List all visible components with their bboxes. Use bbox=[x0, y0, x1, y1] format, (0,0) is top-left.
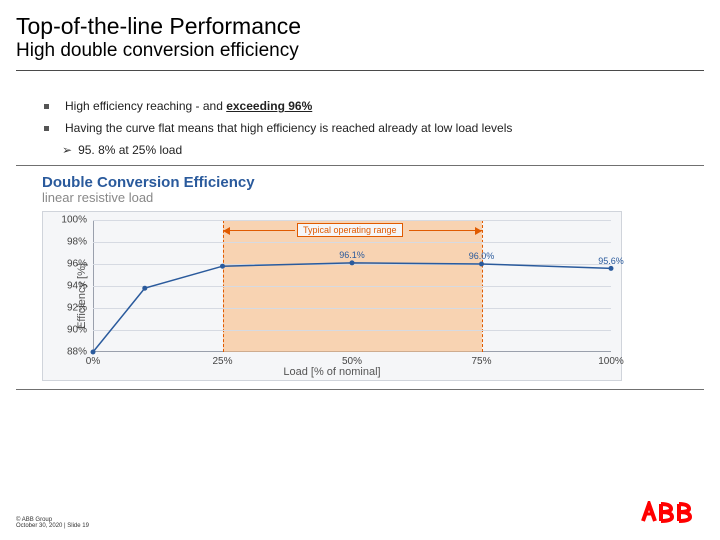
data-point-label: 95.6% bbox=[598, 256, 624, 266]
chart-title: Double Conversion Efficiency bbox=[42, 174, 678, 191]
y-tick-label: 98% bbox=[67, 237, 93, 248]
sub-list-item: ➢ 95. 8% at 25% load bbox=[62, 143, 692, 157]
efficiency-line bbox=[93, 220, 611, 352]
list-item: Having the curve flat means that high ef… bbox=[44, 121, 692, 135]
y-tick-label: 100% bbox=[61, 215, 93, 226]
list-item: High efficiency reaching - and exceeding… bbox=[44, 99, 692, 113]
efficiency-chart: Double Conversion Efficiency linear resi… bbox=[42, 174, 678, 381]
x-tick-label: 75% bbox=[471, 352, 491, 367]
bullet-text: High efficiency reaching - and bbox=[65, 99, 226, 113]
y-tick-label: 94% bbox=[67, 281, 93, 292]
copyright: © ABB Group bbox=[16, 517, 89, 524]
bullet-list: High efficiency reaching - and exceeding… bbox=[0, 71, 720, 157]
bullet-icon bbox=[44, 104, 49, 109]
plot-inner: Typical operating range88%90%92%94%96%98… bbox=[93, 220, 611, 352]
y-tick-label: 92% bbox=[67, 303, 93, 314]
data-point-label: 96.0% bbox=[469, 251, 495, 261]
bullet-icon bbox=[44, 126, 49, 131]
bullet-emphasis: exceeding 96% bbox=[226, 99, 312, 113]
x-axis-label: Load [% of nominal] bbox=[283, 366, 380, 378]
page-subtitle: High double conversion efficiency bbox=[16, 40, 704, 62]
x-tick-label: 25% bbox=[212, 352, 232, 367]
plot-area: Efficiency [%] Load [% of nominal] Typic… bbox=[42, 211, 622, 381]
data-point-label: 96.1% bbox=[339, 250, 365, 260]
y-tick-label: 90% bbox=[67, 325, 93, 336]
chart-bottom-divider bbox=[16, 389, 704, 390]
bullet-text: Having the curve flat means that high ef… bbox=[65, 121, 512, 135]
chart-top-divider bbox=[16, 165, 704, 166]
x-tick-label: 50% bbox=[342, 352, 362, 367]
abb-logo bbox=[640, 501, 696, 528]
arrow-right-icon: ➢ bbox=[62, 143, 72, 157]
page-title: Top-of-the-line Performance bbox=[16, 14, 704, 39]
chart-subtitle: linear resistive load bbox=[42, 190, 678, 205]
y-tick-label: 96% bbox=[67, 259, 93, 270]
x-tick-label: 100% bbox=[598, 352, 624, 367]
y-axis-label: Efficiency [%] bbox=[76, 263, 88, 329]
footer: © ABB Group October 30, 2020 | Slide 19 bbox=[16, 517, 89, 530]
slide-info: October 30, 2020 | Slide 19 bbox=[16, 523, 89, 530]
sub-bullet-text: 95. 8% at 25% load bbox=[78, 143, 182, 157]
